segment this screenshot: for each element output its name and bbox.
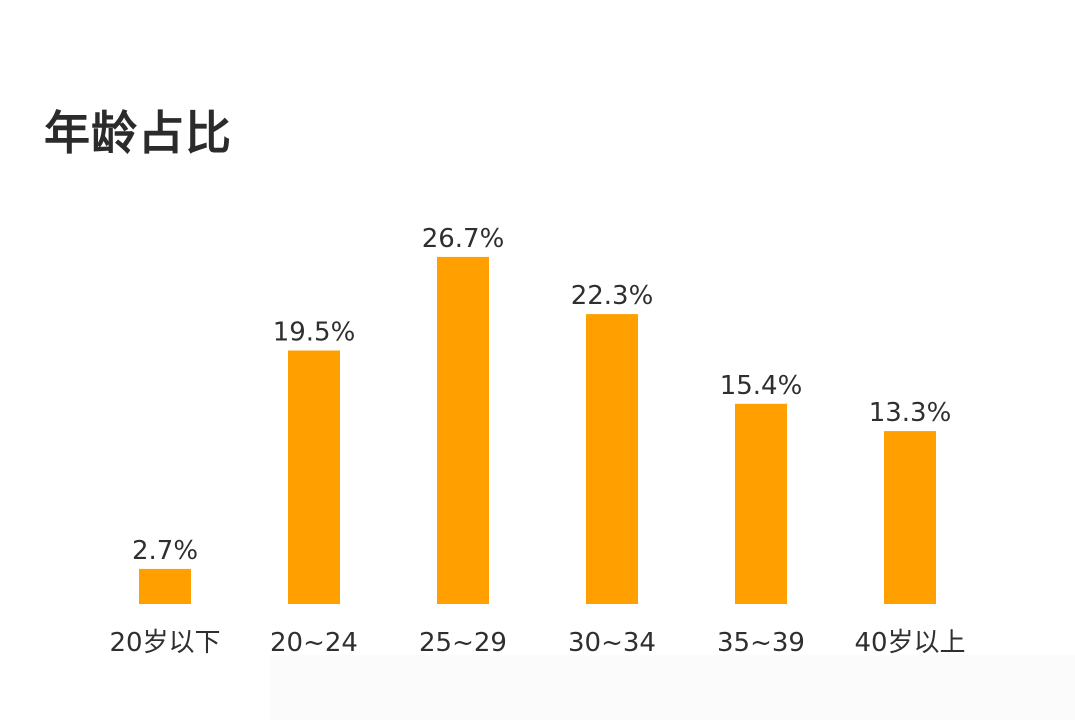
value-label-2: 19.5%: [273, 318, 356, 348]
bar-6: [884, 431, 936, 604]
value-label-5: 15.4%: [720, 371, 803, 401]
category-label-6: 40岁以上: [854, 628, 965, 658]
bar-3: [437, 256, 489, 604]
bottom-background-tint: [270, 655, 1075, 720]
category-label-2: 20~24: [270, 628, 358, 658]
value-label-6: 13.3%: [869, 398, 952, 428]
category-label-1: 20岁以下: [109, 628, 220, 658]
category-label-3: 25~29: [419, 628, 507, 658]
value-label-1: 2.7%: [132, 536, 198, 566]
category-label-4: 30~34: [568, 628, 656, 658]
category-label-5: 35~39: [717, 628, 805, 658]
bar-4: [586, 314, 638, 604]
bar-2: [288, 350, 340, 604]
bar-5: [735, 403, 787, 604]
value-label-3: 26.7%: [422, 224, 505, 254]
bar-1: [139, 568, 191, 604]
chart-title: 年龄占比: [44, 106, 232, 160]
value-label-4: 22.3%: [571, 281, 654, 311]
